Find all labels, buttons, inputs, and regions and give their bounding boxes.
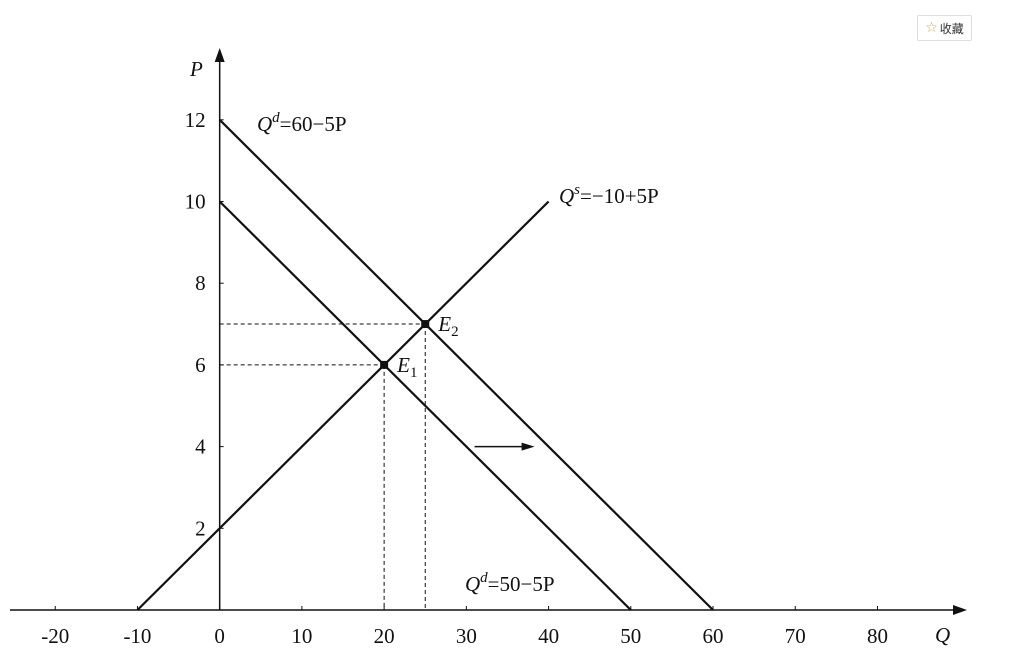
- x-tick-label: 60: [703, 624, 724, 648]
- curve-label: Qs=−10+5P: [559, 182, 659, 208]
- label-main: E: [437, 312, 451, 336]
- curve: [218, 200, 632, 611]
- label-main: E: [396, 353, 410, 377]
- label-rest: =50−5P: [488, 572, 555, 596]
- label-main: Q: [559, 184, 574, 208]
- label-main: Q: [257, 112, 272, 136]
- curve-label: Qd=60−5P: [257, 110, 347, 136]
- y-axis-label: P: [189, 57, 203, 81]
- y-tick-label: 4: [195, 435, 206, 459]
- x-tick-label: 50: [620, 624, 641, 648]
- equilibrium-point: [380, 360, 389, 369]
- curve-label: Qd=50−5P: [465, 570, 555, 596]
- x-tick-label: 0: [214, 624, 225, 648]
- y-tick-label: 10: [185, 190, 206, 214]
- button-text: 收藏: [939, 21, 964, 36]
- x-axis-label: Q: [935, 623, 950, 647]
- label-sup: s: [574, 182, 580, 198]
- y-tick-label: 12: [185, 108, 206, 132]
- label-sup: d: [272, 110, 280, 126]
- x-axis-arrow: [953, 605, 967, 615]
- shift-arrow-head: [521, 442, 535, 451]
- label-rest: =60−5P: [280, 112, 347, 136]
- curve: [218, 119, 714, 611]
- point-label: E1: [396, 353, 417, 381]
- y-tick-label: 8: [195, 271, 206, 295]
- label-sub: 2: [451, 324, 459, 340]
- curve: [136, 200, 550, 611]
- x-tick-label: 30: [456, 624, 477, 648]
- point-label: E2: [437, 312, 458, 340]
- y-axis-arrow: [214, 48, 225, 62]
- label-main: Q: [465, 572, 480, 596]
- label-sub: 1: [410, 365, 418, 381]
- x-tick-label: -10: [123, 624, 151, 648]
- x-tick-label: -20: [41, 624, 69, 648]
- equilibrium-point: [421, 320, 430, 329]
- x-tick-label: 20: [374, 624, 395, 648]
- x-tick-label: 70: [785, 624, 806, 648]
- y-tick-label: 6: [195, 353, 206, 377]
- label-sup: d: [480, 570, 488, 586]
- x-tick-label: 40: [538, 624, 559, 648]
- y-tick-label: 2: [195, 516, 206, 540]
- x-tick-label: 10: [291, 624, 312, 648]
- label-rest: =−10+5P: [580, 184, 659, 208]
- favorite-button[interactable]: ☆ 收藏: [917, 15, 972, 41]
- x-tick-label: 80: [867, 624, 888, 648]
